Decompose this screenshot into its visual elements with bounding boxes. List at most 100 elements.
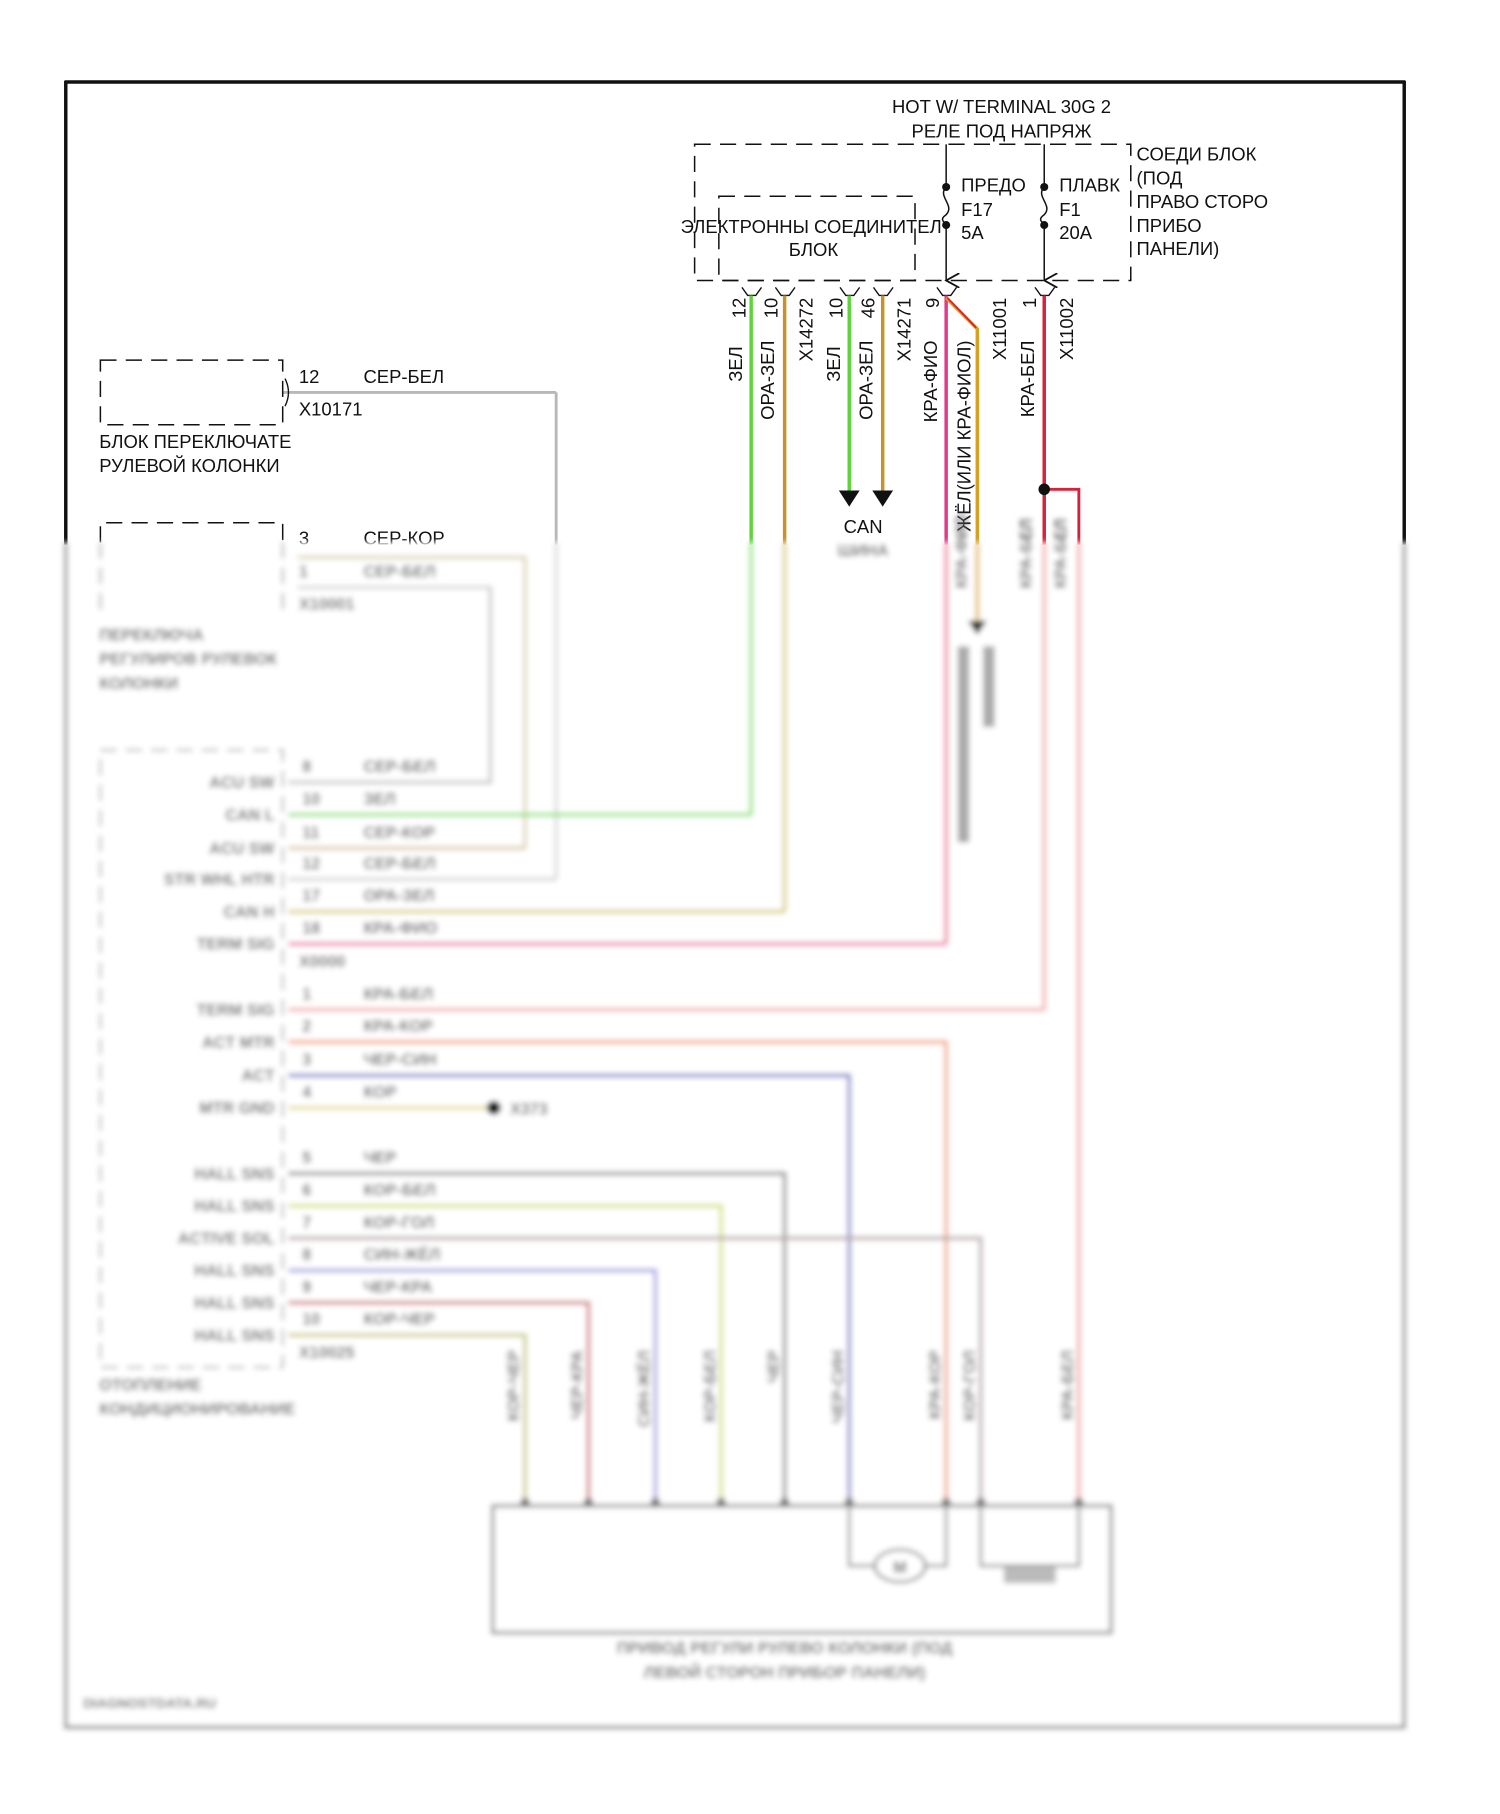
svg-text:ПРЕДО: ПРЕДО (961, 175, 1026, 196)
label: HALL SNS (194, 1198, 275, 1216)
arrow-icon (968, 620, 987, 635)
svg-text:ПРАВО СТОРО: ПРАВО СТОРО (1137, 191, 1269, 212)
pin-icon (1074, 1497, 1084, 1507)
label: ЧЕР (765, 1350, 783, 1383)
label: X0000 (299, 953, 346, 971)
label: ЧЕР-СИН (829, 1350, 847, 1423)
label: КОР-ЧЕР (505, 1350, 523, 1422)
pin-icon (650, 1497, 660, 1507)
label: КОЛОНКИ (99, 675, 178, 693)
fuse-f1: ПЛАВК F1 20A (1039, 144, 1120, 280)
electronic-block-label: ЭЛЕКТРОННЫ СОЕДИНИТЕЛ (681, 216, 942, 237)
label: HALL SNS (194, 1262, 275, 1280)
label: КОР (363, 1083, 396, 1101)
svg-text:X10171: X10171 (299, 398, 363, 419)
ground-icon (486, 1100, 501, 1115)
label: РЕГУЛИРОВ РУЛЕВОК (99, 651, 277, 669)
svg-text:10: 10 (761, 298, 782, 319)
label: ACT (241, 1067, 274, 1085)
label: MTR GND (199, 1100, 274, 1118)
label: 1 (302, 985, 311, 1003)
label: КОР-ЧЕР (363, 1311, 435, 1329)
page-frame (64, 80, 1406, 545)
label: HALL SNS (194, 1295, 275, 1313)
label: ЛЕВОЙ СТОРОН ПРИБОР ПАНЕЛИ) (644, 1663, 926, 1682)
label: ACT MTR (202, 1034, 275, 1052)
pin-icon (716, 1497, 726, 1507)
svg-text:(ПОД: (ПОД (1137, 168, 1183, 189)
label: CAN H (223, 903, 274, 921)
actuator-box (490, 1504, 1113, 1635)
label: X10001 (299, 595, 355, 613)
label: 3 (302, 1051, 311, 1069)
hvac-module-outline (99, 749, 284, 1369)
pin-icon (844, 1497, 854, 1507)
relay-label: РЕЛЕ ПОД НАПРЯЖ (912, 120, 1092, 141)
svg-text:12: 12 (299, 366, 320, 387)
svg-text:СОЕДИ БЛОК: СОЕДИ БЛОК (1137, 143, 1257, 164)
can-bus-label: CAN (844, 516, 883, 537)
motor-wires (847, 1505, 948, 1568)
wire (297, 555, 527, 849)
label: СЕР-БЕЛ (363, 563, 435, 581)
svg-text:1: 1 (1019, 298, 1040, 308)
svg-text:ЗЕЛ: ЗЕЛ (725, 346, 746, 382)
wire (288, 1171, 787, 1501)
label: ШИНА (838, 542, 889, 560)
label: КРА-БЕЛ (1059, 1350, 1077, 1420)
svg-text:ПАНЕЛИ): ПАНЕЛИ) (1137, 238, 1220, 259)
label: ЧЕР-КРА (363, 1278, 432, 1296)
label: 2 (302, 1018, 311, 1036)
label: 9 (302, 1278, 311, 1296)
label: КРА-БЕЛ (1052, 519, 1070, 589)
label: ЧЕР-КРА (569, 1350, 587, 1419)
svg-text:20A: 20A (1059, 222, 1093, 243)
label: СЕР-БЕЛ (363, 855, 435, 873)
label: ОТОПЛЕНИЕ (99, 1376, 202, 1394)
svg-text:ОРА-ЗЕЛ: ОРА-ЗЕЛ (855, 340, 876, 419)
label: 4 (302, 1083, 311, 1101)
electronic-block-label-2: БЛОК (789, 239, 839, 260)
label: ACU SW (209, 774, 275, 792)
label: ACTIVE SOL (178, 1230, 275, 1248)
solenoid-icon (1003, 1567, 1056, 1584)
can-arrows (838, 490, 894, 507)
illegible-label (983, 646, 995, 727)
svg-text:РУЛЕВОЙ КОЛОНКИ: РУЛЕВОЙ КОЛОНКИ (99, 455, 279, 476)
wire (288, 1333, 527, 1501)
label: ОРА-ЗЕЛ (363, 887, 434, 905)
label: КРА-КОР (926, 1350, 944, 1420)
electronic-block-outline (718, 195, 916, 282)
pin-icon (780, 1497, 790, 1507)
pin-icon (941, 1497, 951, 1507)
label: 12 (302, 855, 320, 873)
label: ЧЕР (363, 1149, 396, 1167)
svg-text:ПРИБО: ПРИБО (1137, 215, 1202, 236)
label: 7 (302, 1214, 311, 1232)
label: TERM SIG (197, 936, 275, 954)
label: 8 (302, 1246, 311, 1264)
svg-text:ЗЕЛ: ЗЕЛ (823, 346, 844, 382)
fuse-f17: ПРЕДО F17 5A (941, 144, 1026, 280)
svg-text:3: 3 (299, 528, 309, 549)
label: 8 (302, 758, 311, 776)
label: 5 (302, 1149, 311, 1167)
svg-text:СЕР-БЕЛ: СЕР-БЕЛ (363, 366, 444, 387)
label: TERM SIG (197, 1001, 275, 1019)
junction-block-label: СОЕДИ БЛОК (ПОД ПРАВО СТОРО ПРИБО ПАНЕЛИ… (1137, 143, 1269, 259)
svg-text:46: 46 (858, 298, 879, 319)
label: 10 (302, 1311, 320, 1329)
label: ACU SW (209, 840, 275, 858)
wire (288, 1040, 948, 1501)
label: 17 (302, 887, 320, 905)
wire (288, 1073, 851, 1501)
label: СЕР-КОР (363, 824, 435, 842)
label: 18 (302, 920, 320, 938)
svg-text:12: 12 (728, 298, 749, 319)
connector-symbols (741, 286, 1056, 297)
illegible-label (957, 646, 970, 843)
solenoid-wires (979, 1505, 1081, 1568)
label: ЧЕР-СИН (363, 1051, 436, 1069)
label: X373 (510, 1101, 548, 1119)
